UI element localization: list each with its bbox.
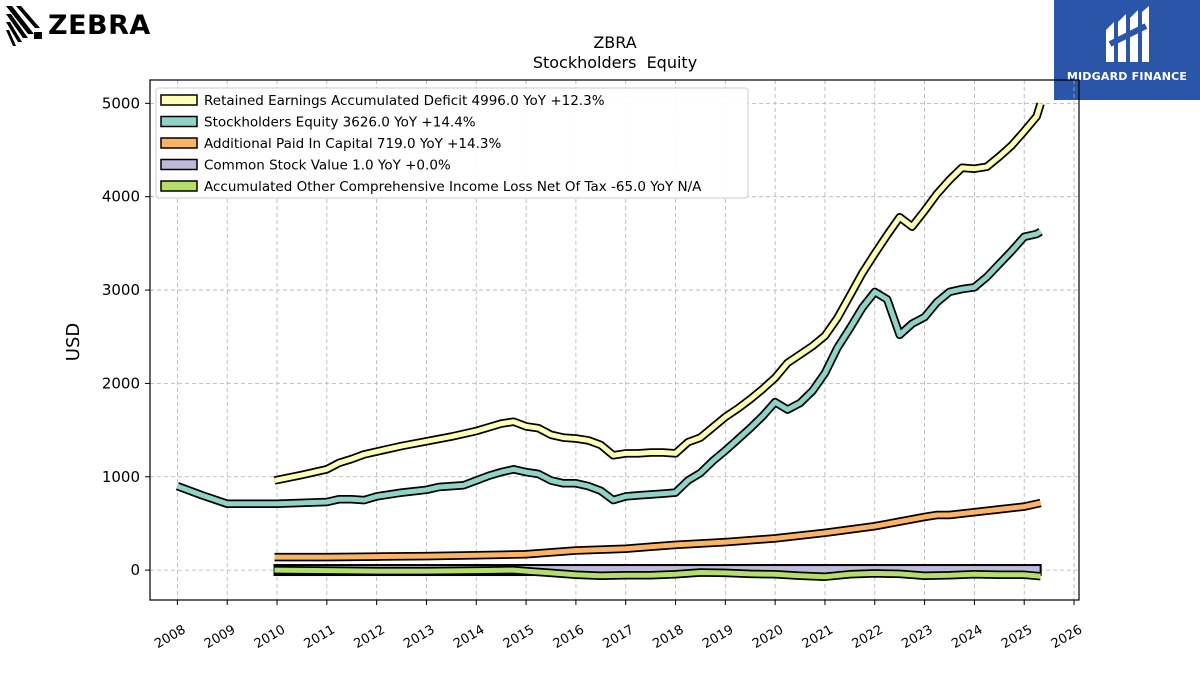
chart-title: ZBRA [593,33,636,52]
legend-swatch [160,180,198,192]
series-line [176,229,1042,507]
series-line [274,500,1042,560]
legend-label: Additional Paid In Capital 719.0 YoY +14… [204,136,501,152]
legend-label: Retained Earnings Accumulated Deficit 49… [204,93,605,109]
x-tick-label: 2025 [999,622,1035,652]
series-line [273,102,1043,483]
x-tick-label: 2014 [451,622,487,652]
midgard-m-icon [1106,6,1149,62]
x-tick-label: 2017 [601,622,637,652]
series-line [274,567,1041,580]
y-tick-label: 5000 [102,94,140,112]
zebra-stripes-icon [6,6,42,46]
y-tick-label: 1000 [102,468,140,486]
series-outline [175,227,1043,509]
x-tick-label: 2018 [650,622,686,652]
legend-label: Common Stock Value 1.0 YoY +0.0% [204,158,451,174]
x-tick-label: 2021 [800,622,836,652]
chart-subtitle: Stockholders Equity [533,53,697,72]
legend-swatch [160,94,198,106]
y-tick-label: 2000 [102,374,140,392]
x-tick-label: 2024 [949,622,985,652]
x-tick-label: 2022 [850,622,886,652]
x-tick-label: 2012 [351,622,387,652]
x-tick-label: 2020 [750,622,786,652]
y-tick-label: 0 [130,561,140,579]
y-tick-label: 4000 [102,188,140,206]
y-axis-label: USD [63,323,84,361]
series-outline [274,498,1042,562]
zebra-logo: ZEBRA [4,4,154,50]
x-tick-label: 2026 [1049,622,1085,652]
x-tick-label: 2009 [202,622,238,652]
midgard-logo-text: MIDGARD FINANCE [1066,70,1188,83]
x-tick-label: 2010 [252,622,288,652]
x-tick-label: 2023 [899,622,935,652]
x-tick-label: 2013 [401,622,437,652]
legend-label: Stockholders Equity 3626.0 YoY +14.4% [204,115,476,131]
chart-series [175,102,1045,581]
x-tick-label: 2015 [501,622,537,652]
legend-label: Accumulated Other Comprehensive Income L… [204,179,702,195]
x-tick-label: 2011 [302,622,338,652]
x-tick-label: 2008 [152,622,188,652]
midgard-finance-logo: MIDGARD FINANCE [1054,0,1200,100]
x-tick-label: 2016 [551,622,587,652]
legend-box [155,87,749,199]
legend-swatch [160,137,198,149]
y-tick-label: 3000 [102,281,140,299]
plot-frame [149,79,1080,601]
x-tick-label: 2019 [700,622,736,652]
zebra-logo-text: ZEBRA [48,10,151,41]
legend-swatch [160,115,198,128]
chart-legend: Retained Earnings Accumulated Deficit 49… [155,87,749,199]
legend-swatch [160,158,198,171]
